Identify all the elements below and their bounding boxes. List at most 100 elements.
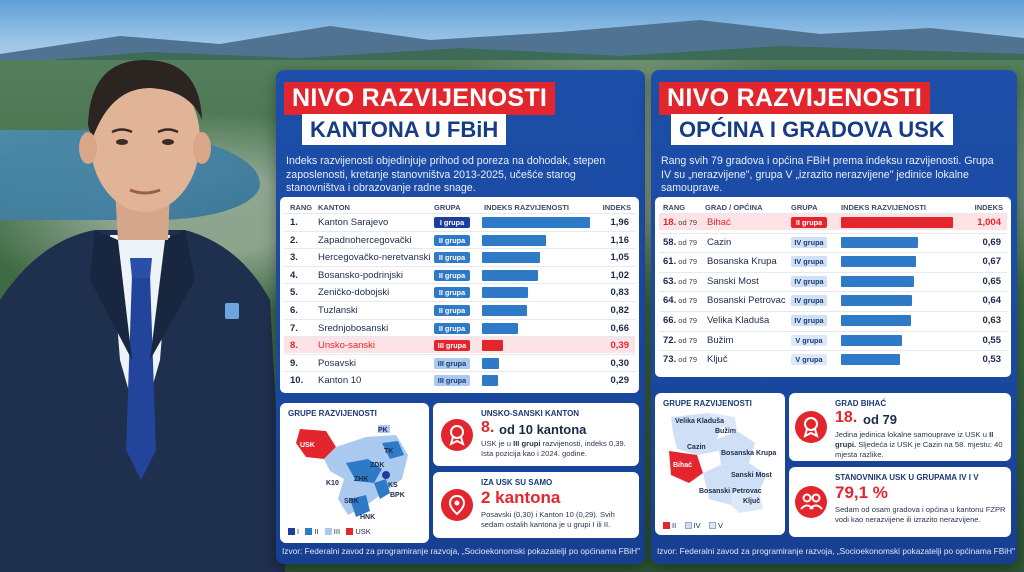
row-rank: 2. (290, 234, 298, 246)
row-rank-of: od 79 (676, 218, 698, 227)
row-index-bar (482, 269, 539, 281)
population-share-title: STANOVNIKA USK U GRUPAMA IV I V (835, 473, 979, 482)
table-row: 66. od 79 Velika Kladuša IV grupa 0,63 (659, 311, 1007, 328)
row-group-badge: II grupa (791, 217, 827, 228)
usk-map-title: GRUPE RAZVIJENOSTI (663, 399, 752, 408)
award-icon (795, 411, 827, 443)
row-index-bar (482, 305, 528, 316)
usk-map-box: GRUPE RAZVIJENOSTI Velika Kladuša Bužim … (655, 393, 785, 535)
map-label-usk: USK (300, 442, 315, 449)
municipality-ranking-table: RANG GRAD / OPĆINA GRUPA INDEKS RAZVIJEN… (655, 197, 1011, 377)
map-label-tk: TK (384, 448, 393, 455)
row-index-bar (841, 334, 903, 346)
population-share-text: Sedam od osam gradova i općina u kantonu… (835, 505, 1006, 524)
map-label-bihac: Bihać (673, 462, 692, 469)
col-header-group: GRUPA (791, 203, 818, 212)
row-index-value: 0,39 (610, 340, 630, 352)
row-group-badge: II grupa (434, 287, 470, 299)
panel-title-line1: NIVO RAZVIJENOSTI (284, 82, 556, 115)
row-index-value: 1,004 (977, 217, 1001, 228)
people-icon (795, 486, 827, 518)
map-label-bosanska-krupa: Bosanska Krupa (721, 450, 776, 457)
table-row: 4. Bosansko-podrinjski II grupa 1,02 (284, 265, 635, 283)
row-group-badge: V grupa (791, 334, 827, 346)
row-rank-of: od 79 (676, 296, 698, 306)
row-index-value: 0,55 (982, 334, 1002, 346)
col-header-rank: RANG (290, 203, 313, 212)
row-group-badge: III grupa (434, 375, 470, 387)
row-index-bar (841, 256, 916, 268)
table-row: 72. od 79 Bužim V grupa 0,55 (659, 330, 1007, 348)
row-group-badge: IV grupa (791, 275, 827, 287)
map-label-zdk: ZDK (370, 462, 384, 469)
population-share-value: 79,1 % (835, 483, 888, 502)
row-name: Zeničko-dobojski (318, 287, 390, 299)
row-rank: 9. (290, 357, 298, 369)
row-group-badge: IV grupa (791, 295, 827, 307)
bihac-rank-number: 18. (835, 409, 858, 426)
row-index-value: 0,67 (982, 256, 1002, 268)
row-rank: 18. od 79 (663, 217, 698, 228)
row-name: Ključ (707, 354, 728, 366)
map-label-hnk: HNK (360, 514, 375, 521)
row-name: Bosanska Krupa (707, 256, 777, 268)
row-index-bar (841, 354, 901, 366)
row-name: Velika Kladuša (707, 315, 770, 326)
map-label-pk: PK (378, 427, 388, 434)
bihac-rank-title: GRAD BIHAĆ (835, 399, 887, 408)
bihac-rank-text: Jedina jedinica lokalne samouprave iz US… (835, 430, 1003, 459)
legend-ii: II (672, 521, 677, 530)
table-row: 64. od 79 Bosanski Petrovac IV grupa 0,64 (659, 291, 1007, 308)
population-share-box: STANOVNIKA USK U GRUPAMA IV I V 79,1 % S… (789, 467, 1011, 537)
col-header-rank: RANG (663, 203, 686, 212)
row-group-badge: III grupa (434, 340, 470, 352)
row-group-badge: II grupa (434, 252, 470, 264)
row-rank: 1. (290, 217, 298, 228)
usk-map: Velika Kladuša Bužim Cazin Bihać Bosansk… (669, 413, 776, 513)
row-name: Unsko-sanski (318, 340, 376, 352)
row-index-value: 0,82 (610, 305, 630, 316)
row-rank-of: od 79 (676, 316, 698, 325)
location-pin-icon (441, 489, 473, 521)
panel-title-line1: NIVO RAZVIJENOSTI (659, 82, 931, 115)
row-rank: 8. (290, 340, 298, 352)
row-rank: 72. od 79 (663, 334, 698, 346)
bihac-rank-box: GRAD BIHAĆ 18. od 79 Jedina jedinica lok… (789, 393, 1011, 461)
row-rank: 5. (290, 287, 298, 299)
usk-map-legend: II IV V (663, 521, 723, 530)
table-row: 63. od 79 Sanski Most IV grupa 0,65 (659, 271, 1007, 289)
usk-rank-title: UNSKO-SANSKI KANTON (481, 409, 580, 418)
row-name: Bihać (707, 217, 731, 228)
map-label-cazin: Cazin (687, 444, 706, 451)
row-index-bar (482, 252, 540, 264)
map-label-velika-kladusa: Velika Kladuša (675, 418, 724, 425)
table-row: 6. Tuzlanski II grupa 0,82 (284, 301, 635, 318)
row-index-value: 0,69 (982, 236, 1002, 248)
row-index-bar (482, 375, 498, 387)
usk-rank-text: USK je u III grupi razvijenosti, indeks … (481, 439, 626, 458)
source-note: Izvor: Federalni zavod za programiranje … (282, 546, 641, 556)
legend-ii: II (314, 527, 319, 536)
map-label-buzim: Bužim (715, 428, 736, 435)
table-row: 10. Kanton 10 III grupa 0,29 (284, 371, 635, 388)
row-index-value: 1,02 (610, 269, 630, 281)
row-index-value: 0,83 (610, 287, 630, 299)
row-rank-of: od 79 (676, 257, 698, 267)
kanton-ranking-table: RANG KANTON GRUPA INDEKS RAZVIJENOSTI IN… (280, 197, 639, 393)
row-name: Sanski Most (707, 275, 759, 287)
row-group-badge: II grupa (434, 305, 470, 316)
row-index-value: 0,53 (982, 354, 1002, 366)
group-map-box: GRUPE RAZVIJENOSTI USK PK TK ZDK ZHK KS … (280, 403, 429, 543)
row-rank: 64. od 79 (663, 295, 698, 307)
row-rank: 6. (290, 305, 298, 316)
row-group-badge: V grupa (791, 354, 827, 366)
map-label-bpk: BPK (390, 492, 405, 499)
row-group-badge: IV grupa (791, 315, 827, 326)
row-index-value: 1,05 (610, 252, 630, 264)
bihac-rank-of: od 79 (863, 412, 897, 427)
legend-i: I (297, 527, 300, 536)
table-row: 58. od 79 Cazin IV grupa 0,69 (659, 232, 1007, 250)
table-row: 7. Srednjobosanski II grupa 0,66 (284, 318, 635, 336)
usk-rank-box: UNSKO-SANSKI KANTON 8. od 10 kantona USK… (433, 403, 639, 466)
map-label-bosanski-petrovac: Bosanski Petrovac (699, 488, 762, 495)
